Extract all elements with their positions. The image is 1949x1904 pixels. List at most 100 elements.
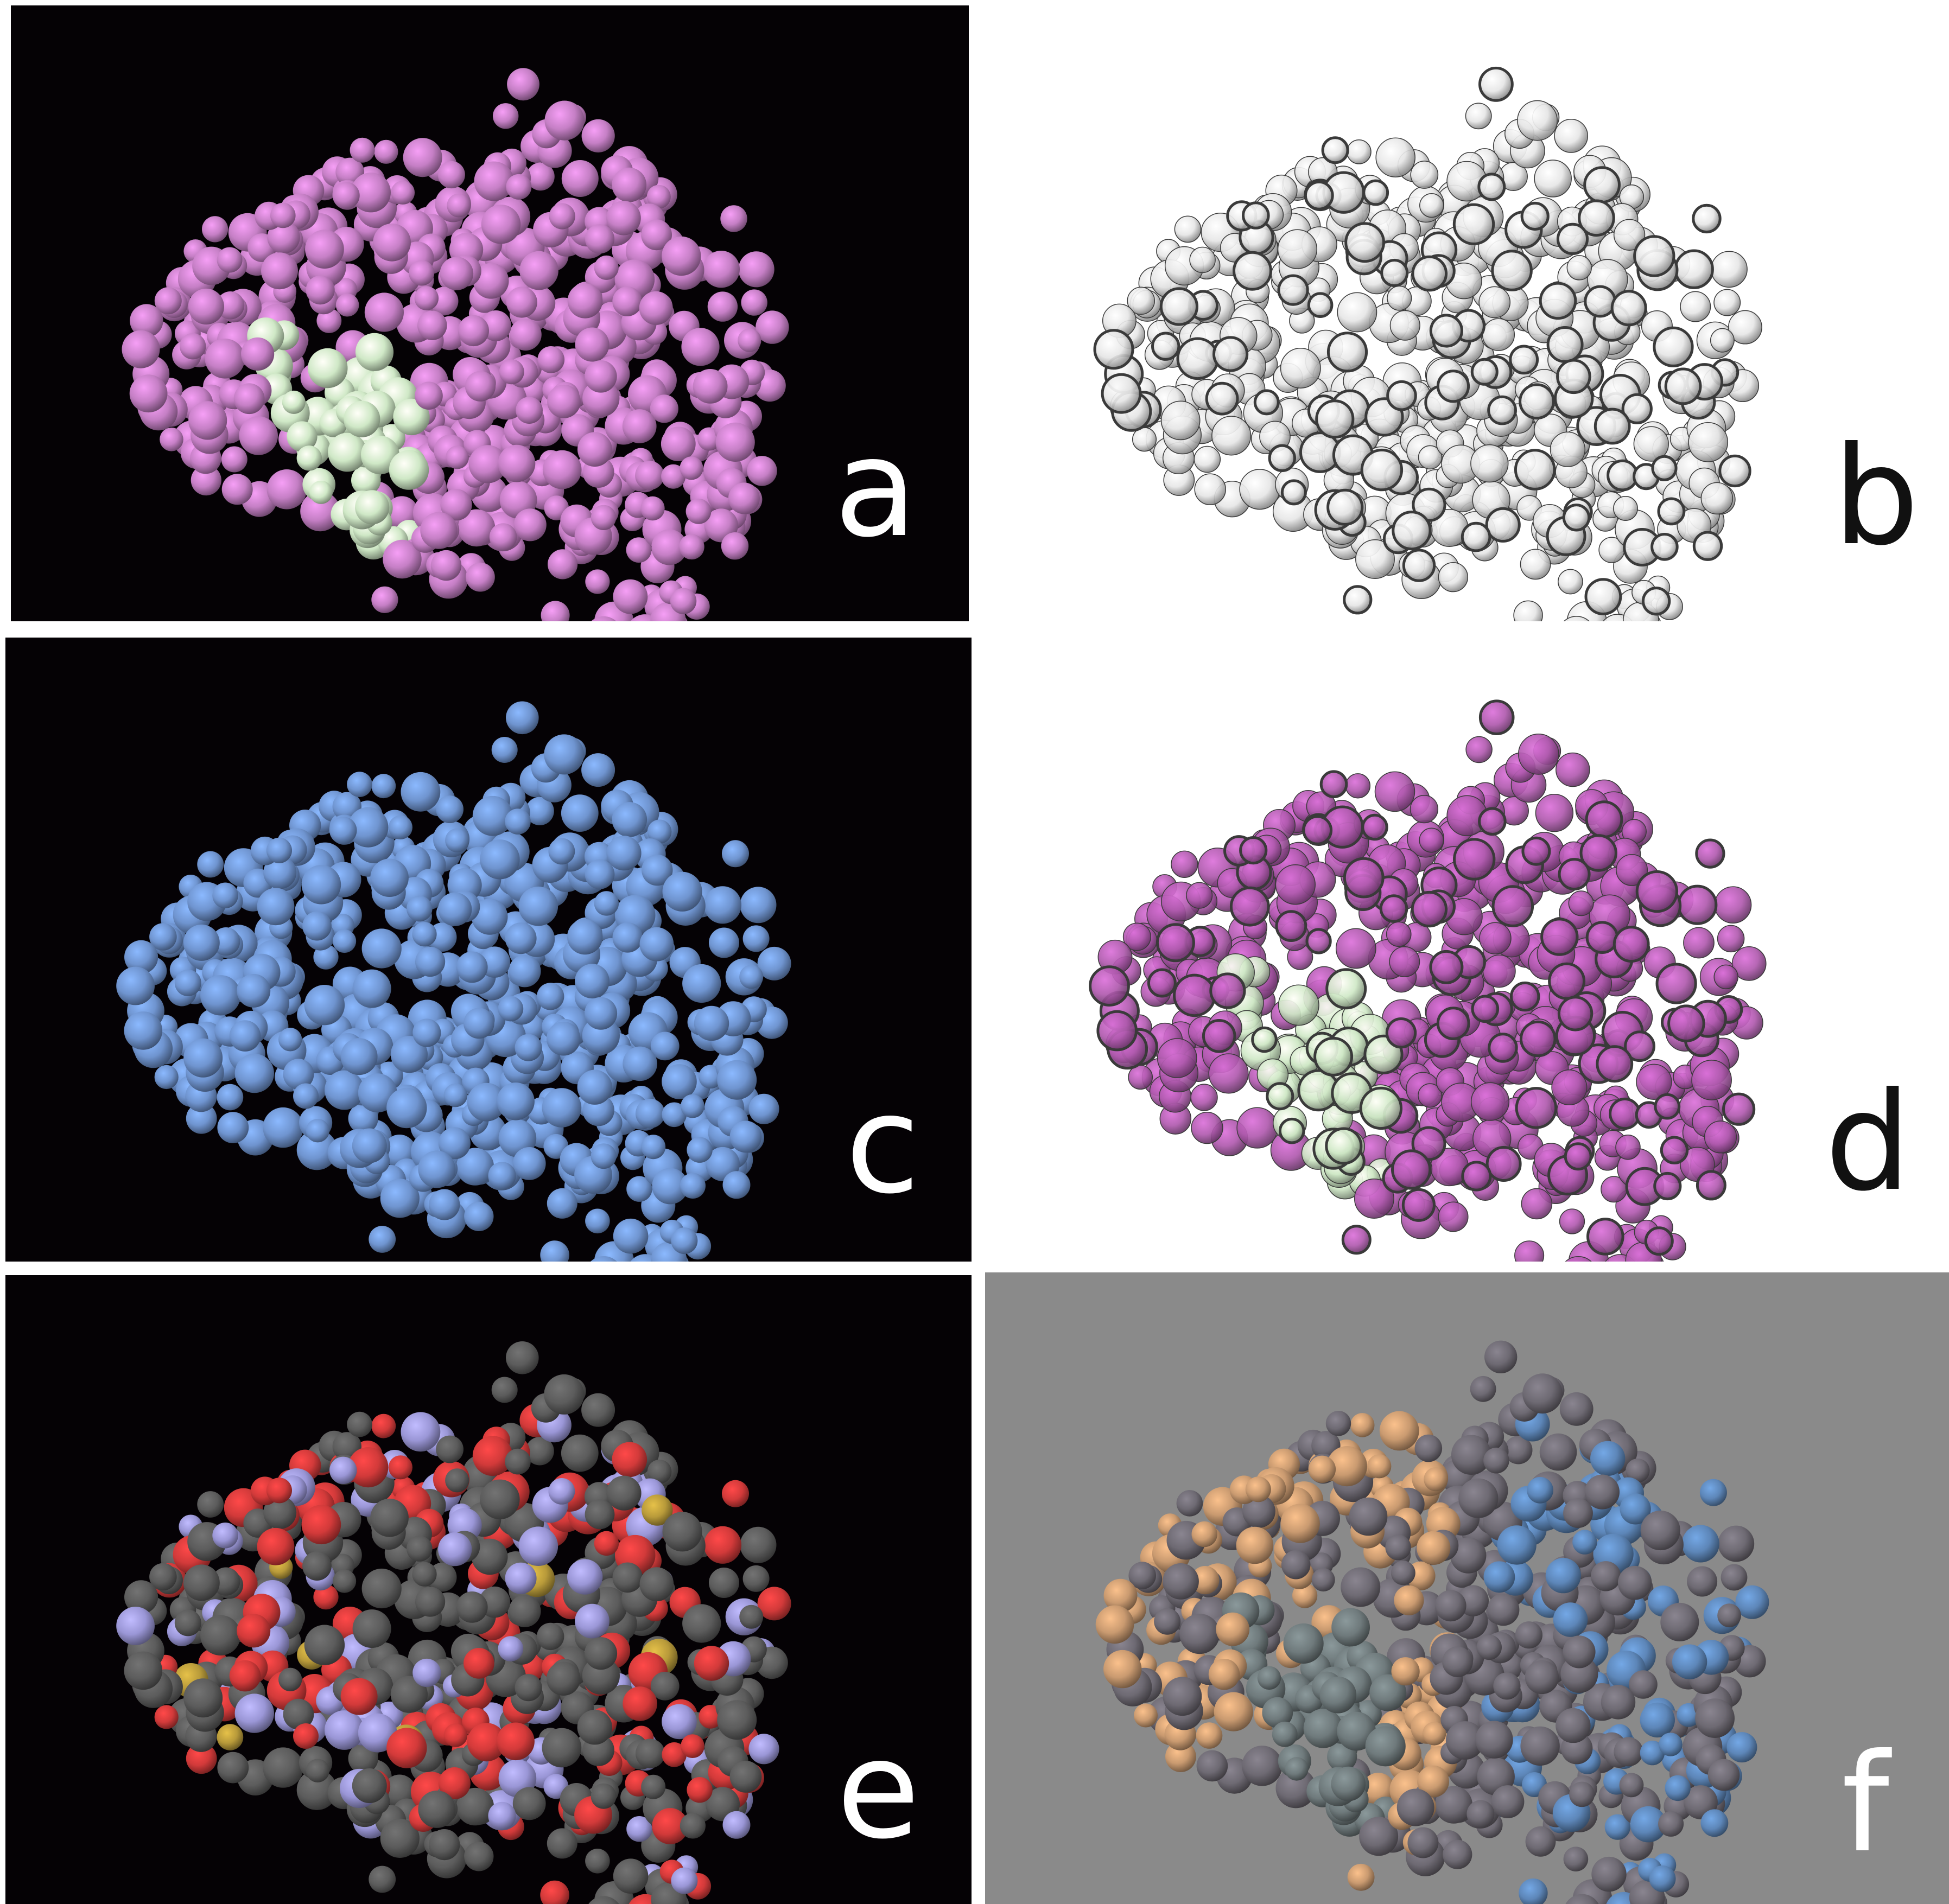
atom-sphere <box>296 1130 338 1170</box>
atom-sphere <box>640 496 665 521</box>
atom-sphere <box>561 160 599 197</box>
atom-sphere <box>1613 219 1646 251</box>
atom-sphere <box>429 1189 460 1220</box>
atom-sphere <box>202 216 228 243</box>
atom-sphere <box>1266 1082 1294 1111</box>
atom-sphere <box>662 871 702 912</box>
atom-sphere <box>1558 858 1591 891</box>
atom-sphere <box>647 819 672 844</box>
atom-sphere <box>1236 1526 1274 1564</box>
atom-sphere <box>438 1767 471 1799</box>
atom-sphere <box>1583 166 1621 204</box>
atom-sphere <box>361 1568 402 1609</box>
panel-d: d <box>977 638 1949 1262</box>
atom-sphere <box>588 1896 619 1904</box>
atom-sphere <box>216 291 245 320</box>
atom-sphere <box>221 446 247 473</box>
atom-sphere <box>1365 1726 1406 1767</box>
atom-sphere <box>1350 1413 1375 1437</box>
atom-sphere <box>488 1801 516 1830</box>
atom-sphere <box>1707 1759 1740 1791</box>
atom-sphere <box>309 480 333 504</box>
atom-sphere <box>1326 1446 1367 1487</box>
atom-sphere <box>491 737 518 763</box>
atom-sphere <box>1713 289 1741 316</box>
atom-sphere <box>1478 286 1511 319</box>
atom-sphere <box>1461 521 1491 552</box>
atom-sphere <box>1620 1493 1651 1525</box>
atom-sphere <box>694 1005 729 1041</box>
atom-sphere <box>1553 1602 1588 1637</box>
atom-sphere <box>1610 290 1647 327</box>
atom-sphere <box>471 1538 508 1575</box>
atom-sphere <box>1629 1670 1658 1699</box>
atom-sphere <box>333 929 357 953</box>
atom-sphere <box>507 68 539 101</box>
atom-sphere <box>316 308 342 333</box>
atom-sphere <box>149 1563 177 1591</box>
atom-sphere <box>1417 1531 1451 1565</box>
atom-sphere <box>474 161 514 201</box>
atom-sphere <box>1151 332 1180 361</box>
atom-sphere <box>1434 1590 1466 1622</box>
atom-sphere <box>1458 1478 1499 1518</box>
atom-sphere <box>635 1099 665 1129</box>
atom-sphere <box>518 1526 558 1566</box>
atom-sphere <box>1607 459 1639 492</box>
atom-sphere <box>1465 103 1492 130</box>
atom-sphere <box>505 1448 531 1475</box>
atom-sphere <box>1563 1635 1596 1669</box>
atom-sphere <box>1658 1811 1684 1837</box>
atom-sphere <box>1559 1208 1585 1234</box>
atom-sphere <box>389 450 429 490</box>
atom-sphere <box>1615 1134 1641 1160</box>
atom-sphere <box>355 333 394 371</box>
atom-sphere <box>542 1088 582 1128</box>
atom-sphere <box>1154 1608 1181 1635</box>
atom-sphere <box>1713 964 1738 990</box>
atom-sphere <box>1292 1583 1318 1608</box>
atom-sphere <box>188 401 227 440</box>
atom-sphere <box>1303 1709 1343 1748</box>
atom-sphere <box>154 1065 179 1090</box>
atom-sphere <box>606 836 642 871</box>
atom-sphere <box>1475 1721 1513 1759</box>
atom-sphere <box>1374 771 1415 812</box>
atom-sphere <box>446 445 469 469</box>
atom-sphere <box>1205 381 1239 416</box>
atom-sphere <box>1726 1732 1757 1763</box>
atom-sphere <box>1122 922 1151 951</box>
atom-sphere <box>612 802 647 837</box>
atom-sphere <box>154 1705 179 1729</box>
atom-sphere <box>1319 1676 1357 1714</box>
atom-sphere <box>1691 1060 1732 1100</box>
atom-sphere <box>1688 422 1729 462</box>
atom-sphere <box>352 1768 387 1803</box>
atom-sphere <box>1147 968 1177 998</box>
atom-sphere <box>390 1676 428 1713</box>
atom-sphere <box>1354 1179 1394 1219</box>
atom-sphere <box>1212 336 1249 372</box>
atom-sphere <box>757 1587 791 1621</box>
atom-sphere <box>1191 1521 1217 1548</box>
atom-sphere <box>1375 137 1415 177</box>
atom-sphere <box>584 1637 618 1670</box>
atom-sphere <box>1491 1785 1525 1818</box>
atom-sphere <box>721 532 749 560</box>
atom-sphere <box>585 360 617 393</box>
atom-sphere <box>1452 203 1495 245</box>
atom-sphere <box>1242 1746 1283 1786</box>
atom-sphere <box>1655 963 1697 1004</box>
atom-sphere <box>301 1505 341 1545</box>
atom-sphere <box>1163 1677 1202 1716</box>
atom-sphere <box>130 304 163 338</box>
atom-sphere <box>1391 1561 1415 1585</box>
atom-sphere <box>1477 173 1506 201</box>
atom-sphere <box>585 1499 615 1530</box>
atom-sphere <box>229 1660 261 1692</box>
atom-sphere <box>212 882 238 909</box>
atom-sphere <box>1379 894 1408 923</box>
atom-sphere <box>1677 884 1718 925</box>
atom-sphere <box>257 1527 295 1565</box>
atom-sphere <box>186 1743 217 1774</box>
